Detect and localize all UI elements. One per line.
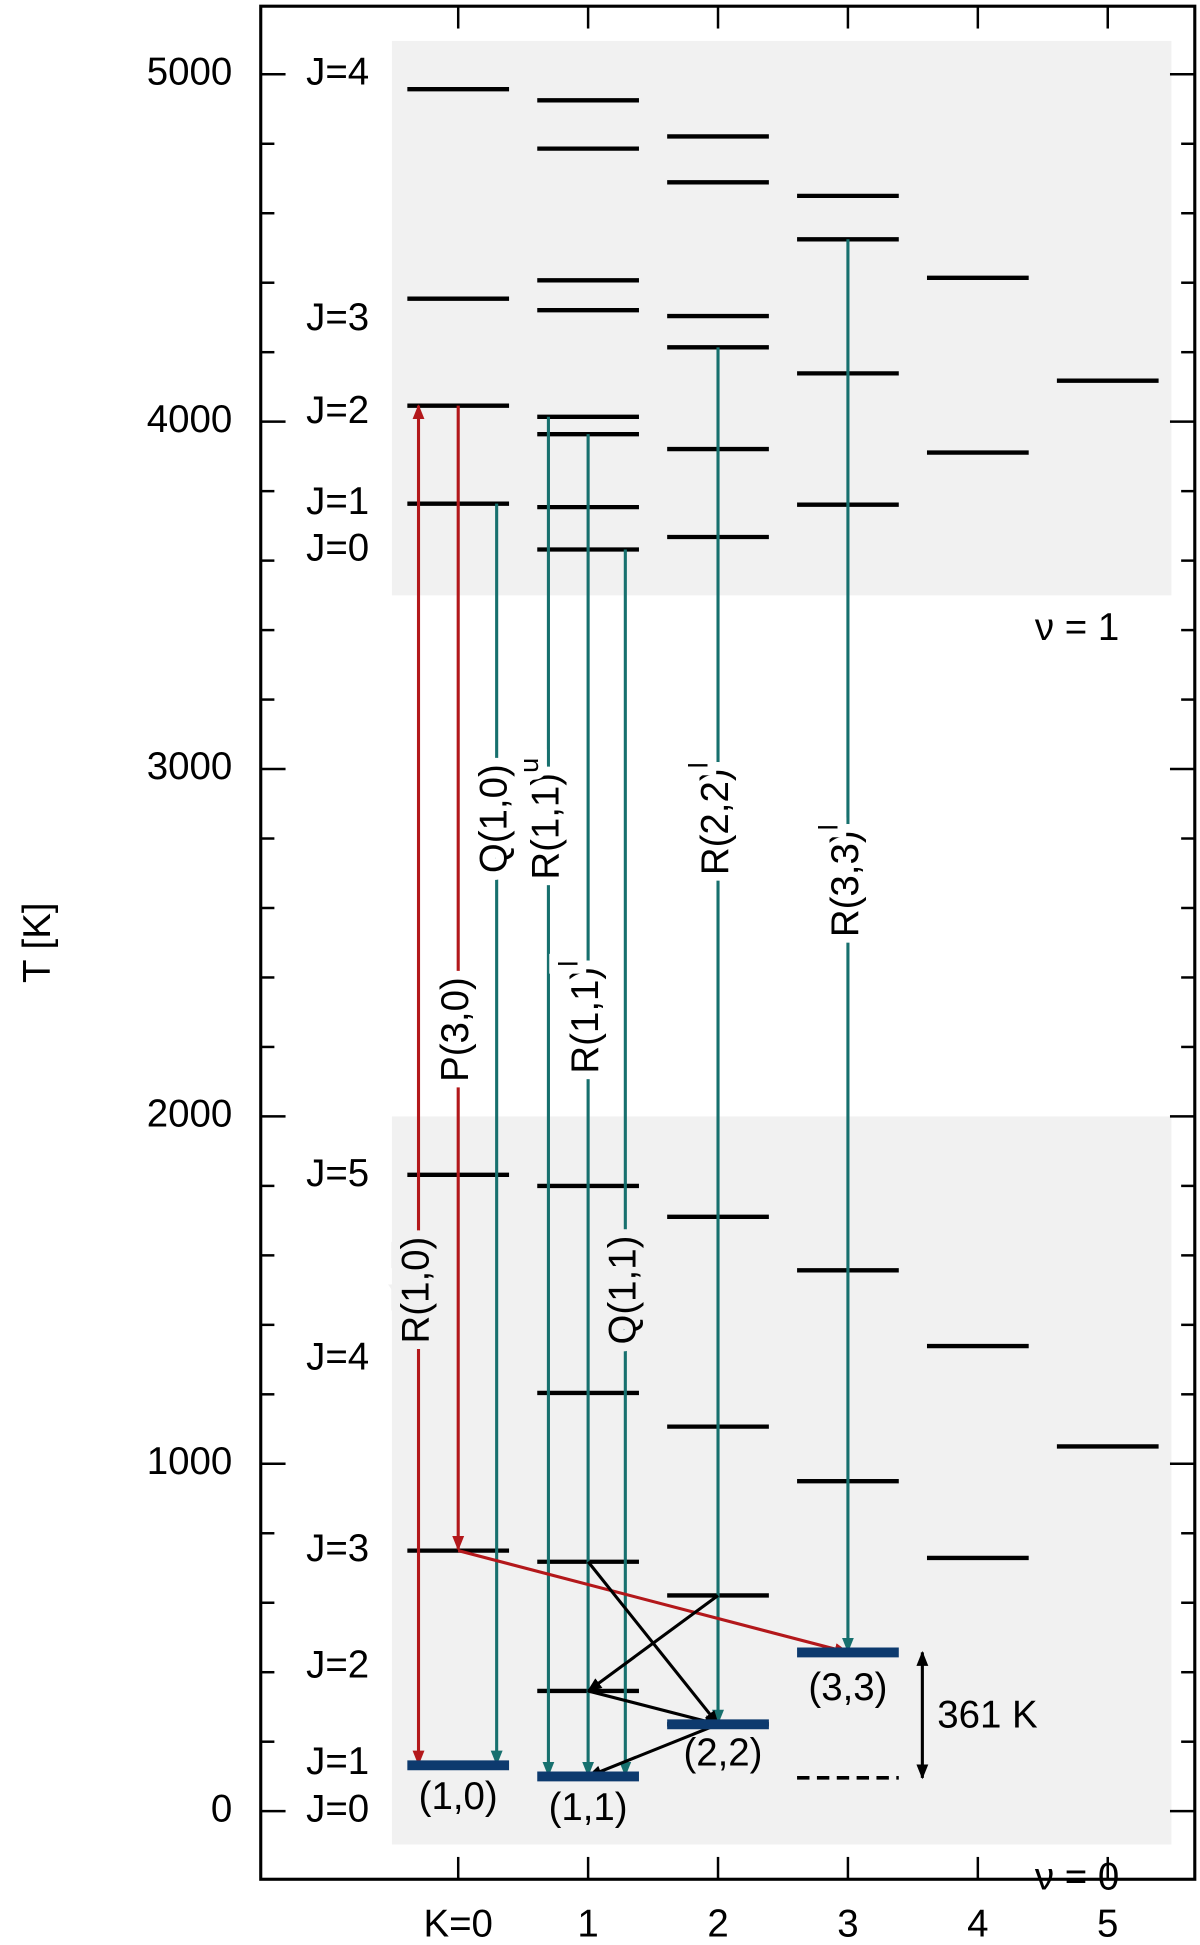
transition-superscript: l — [553, 961, 584, 967]
transition-name: R(2,2) — [694, 768, 737, 875]
x-tick-label: K=0 — [423, 1903, 492, 1945]
y-axis-label: T [K] — [16, 902, 59, 982]
collision-arrow — [457, 1549, 850, 1655]
transition-label: R(1,0) — [395, 1237, 438, 1344]
j-label: J=3 — [306, 1527, 369, 1570]
state-label: (1,1) — [549, 1786, 628, 1829]
x-tick-label: 5 — [1097, 1903, 1118, 1945]
j-label: J=0 — [306, 1787, 369, 1830]
transition-name: R(1,1) — [564, 967, 607, 1074]
x-tick-label: 3 — [837, 1903, 858, 1945]
band-label: ν = 1 — [1035, 606, 1119, 649]
y-tick-label: 3000 — [147, 745, 233, 788]
transition-name: R(3,3) — [824, 830, 867, 937]
gap-label: 361 K — [937, 1694, 1038, 1737]
state-label: (3,3) — [808, 1666, 887, 1709]
foreground-layer: ν = 1 ν = 0 0 1000 2000 3000 4000 5000 K=0 1 2 3 4 5 J… — [147, 4, 1197, 1945]
transition-superscript: u — [513, 758, 544, 773]
transition-name: Q(1,1) — [601, 1236, 644, 1345]
j-label: J=2 — [306, 389, 369, 432]
j-label: J=0 — [306, 527, 369, 570]
x-tick-label: 1 — [577, 1903, 598, 1945]
transition-superscript: l — [813, 824, 844, 830]
j-label: J=1 — [306, 480, 369, 523]
band-region — [391, 40, 1172, 596]
transition-name: P(3,0) — [434, 977, 477, 1082]
transition-name: R(1,0) — [395, 1237, 438, 1344]
transition-superscript: l — [683, 762, 714, 768]
y-tick-label: 5000 — [147, 50, 233, 93]
transition-label: R(2,2)l — [683, 762, 737, 875]
y-tick-label: 4000 — [147, 398, 233, 441]
x-tick-label: 4 — [967, 1903, 988, 1945]
j-label: J=3 — [306, 296, 369, 339]
j-label: J=4 — [306, 50, 369, 93]
transition-label: Q(1,0) — [473, 764, 516, 873]
j-label: J=4 — [306, 1336, 369, 1379]
state-label: (1,0) — [419, 1775, 498, 1818]
transition-label: R(1,1)l — [553, 961, 607, 1074]
transition-label: P(3,0) — [434, 977, 477, 1082]
y-tick-label: 0 — [211, 1787, 232, 1830]
collision-arrow — [586, 1722, 719, 1778]
j-label: J=5 — [306, 1152, 369, 1195]
plot-frame — [259, 4, 1197, 1881]
collision-arrow — [586, 1594, 719, 1693]
transition-label: Q(1,1) — [601, 1236, 644, 1345]
transition-label: R(1,1)u — [513, 758, 567, 880]
collision-arrow — [587, 1689, 720, 1727]
band-label: ν = 0 — [1035, 1855, 1119, 1898]
transition-name: R(1,1) — [525, 773, 568, 880]
j-label: J=1 — [306, 1740, 369, 1783]
state-label: (2,2) — [683, 1731, 762, 1774]
band-region — [391, 1116, 1172, 1845]
transition-label: R(3,3)l — [813, 824, 867, 937]
transition-name: Q(1,0) — [473, 764, 516, 873]
y-tick-label: 2000 — [147, 1093, 233, 1136]
background-layer — [391, 40, 1172, 1845]
j-label: J=2 — [306, 1644, 369, 1687]
x-tick-label: 2 — [707, 1903, 728, 1945]
y-tick-label: 1000 — [147, 1440, 233, 1483]
